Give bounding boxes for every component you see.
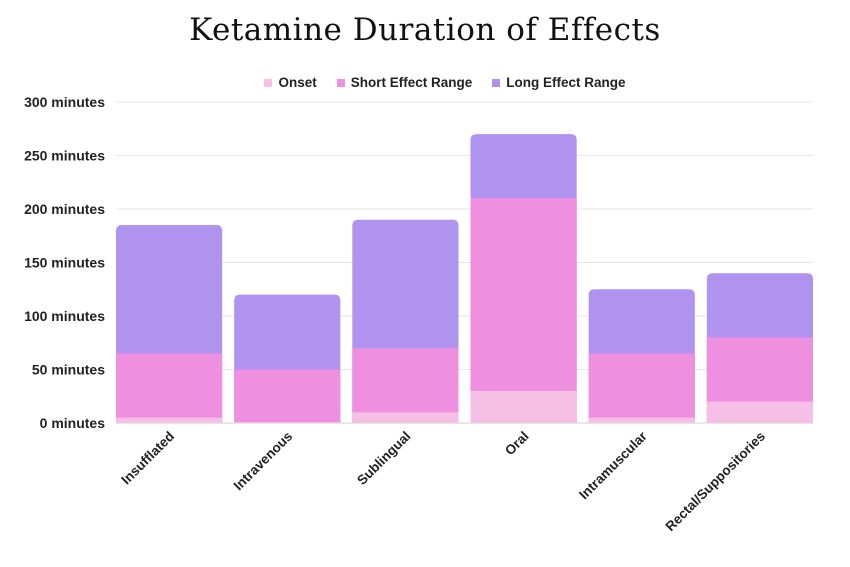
legend-label: Onset <box>278 75 317 90</box>
y-tick-label: 300 minutes <box>24 94 105 110</box>
x-tick-label: Insufflated <box>118 429 177 488</box>
x-tick-label: Oral <box>502 429 532 459</box>
y-tick-label: 100 minutes <box>24 308 105 324</box>
y-tick-label: 250 minutes <box>24 148 105 164</box>
legend-swatch <box>492 78 501 87</box>
legend-label: Short Effect Range <box>350 75 473 90</box>
x-tick-label: Intramuscular <box>576 428 650 502</box>
bar-onset <box>706 401 813 423</box>
bar-onset <box>352 412 459 423</box>
bar-short-effect-range <box>470 198 577 423</box>
y-tick-label: 0 minutes <box>40 415 106 431</box>
bar-onset <box>470 390 577 423</box>
y-tick-label: 50 minutes <box>32 362 105 378</box>
legend-swatch <box>336 78 345 87</box>
chart-title: Ketamine Duration of Effects <box>189 12 661 48</box>
legend-swatch <box>264 78 273 87</box>
bar-short-effect-range <box>352 348 459 423</box>
legend-label: Long Effect Range <box>506 75 626 90</box>
bar-onset <box>234 421 341 423</box>
y-tick-label: 150 minutes <box>24 255 105 271</box>
x-tick-label: Intravenous <box>231 429 296 494</box>
legend: Onset Short Effect Range Long Effect Range <box>0 75 850 90</box>
legend-item: Long Effect Range <box>492 75 626 90</box>
legend-item: Onset <box>264 75 317 90</box>
x-tick-label: Sublingual <box>354 429 413 488</box>
bar-onset <box>588 417 695 423</box>
bar-onset <box>116 417 223 423</box>
y-tick-label: 200 minutes <box>24 201 105 217</box>
legend-item: Short Effect Range <box>336 75 473 90</box>
bar-short-effect-range <box>234 369 341 423</box>
bar-short-effect-range <box>116 353 223 423</box>
bar-short-effect-range <box>588 353 695 423</box>
x-tick-label: Rectal/Suppositories <box>662 429 768 535</box>
